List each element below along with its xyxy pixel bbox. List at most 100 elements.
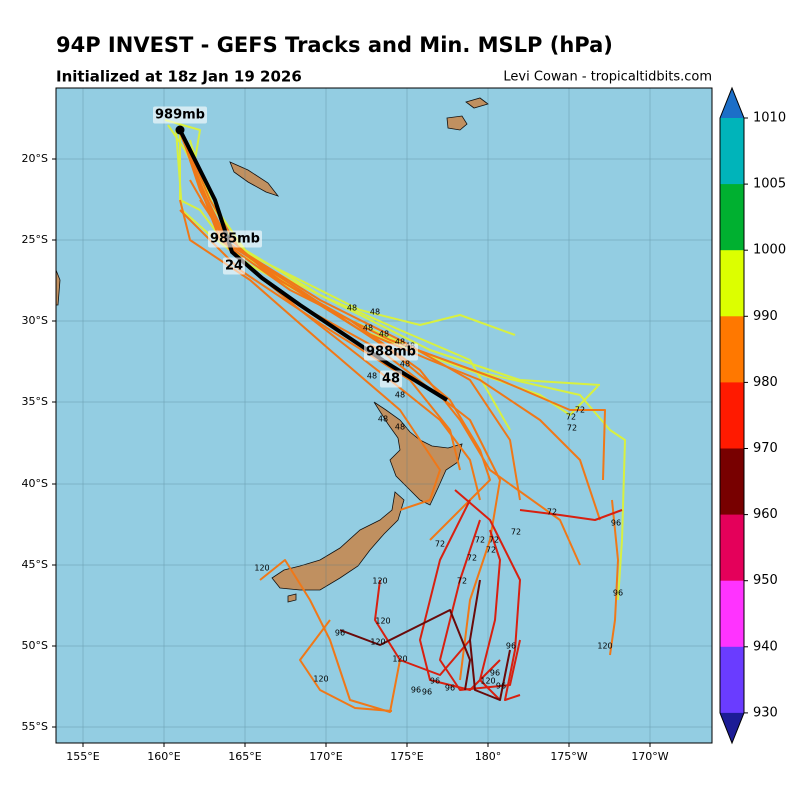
annotation-box: [364, 343, 418, 361]
ensemble-track: [439, 519, 521, 691]
track-hour-label: 72: [467, 554, 477, 563]
pressure-annotation: 988mb: [366, 345, 416, 360]
colorbar-label: 940: [753, 639, 778, 654]
track-hour-label: 72: [566, 413, 576, 422]
y-tick-label: 55°S: [22, 720, 48, 733]
colorbar-arrow-top: [720, 88, 744, 118]
pressure-annotation: 985mb: [210, 232, 260, 247]
track-hour-label: 48: [395, 338, 405, 347]
ensemble-track: [259, 559, 401, 713]
track-hour-label: 72: [575, 406, 585, 415]
y-tick-label: 50°S: [22, 639, 48, 652]
colorbar-segment: [720, 646, 744, 714]
ensemble-track: [479, 529, 501, 701]
colorbar-segment: [720, 580, 744, 648]
track-hour-label: 120: [392, 655, 407, 664]
y-tick-label: 30°S: [22, 314, 48, 327]
track-hour-label: 96: [411, 686, 421, 695]
colorbar-label: 980: [753, 375, 778, 390]
y-tick-label: 35°S: [22, 395, 48, 408]
track-hour-label: 96: [611, 519, 621, 528]
subtitle: Initialized at 18z Jan 19 2026: [56, 68, 302, 86]
colorbar-label: 1010: [753, 111, 786, 126]
y-tick-label: 25°S: [22, 233, 48, 246]
annotation-box: [222, 257, 246, 275]
credit: Levi Cowan - tropicaltidbits.com: [503, 70, 712, 85]
track-hour-label: 96: [422, 688, 432, 697]
track-hour-label: 48: [367, 372, 377, 381]
ensemble-track: [454, 489, 521, 701]
start-point: [175, 125, 185, 135]
colorbar-label: 990: [753, 309, 778, 324]
track-hour-label: 72: [489, 536, 499, 545]
track-hour-label: 120: [480, 677, 495, 686]
track-hour-label: 48: [378, 415, 388, 424]
ensemble-track: [179, 199, 441, 511]
map: 4848484848484848484848727272727272727272…: [56, 88, 712, 743]
track-hour-label: 120: [254, 564, 269, 573]
colorbar-segment: [720, 448, 744, 516]
x-tick-label: 170°W: [631, 750, 668, 763]
annotation-box: [153, 106, 207, 124]
y-tick-label: 45°S: [22, 558, 48, 571]
colorbar-arrow-bottom: [720, 712, 744, 743]
track-hour-label: 48: [379, 330, 389, 339]
y-tick-label: 40°S: [22, 477, 48, 490]
annotation-box: [208, 230, 262, 248]
track-hour-label: 72: [457, 577, 467, 586]
track-hour-label: 72: [511, 528, 521, 537]
ensemble-track: [374, 579, 471, 676]
map-frame: [55, 87, 713, 744]
ensemble-track: [469, 579, 511, 701]
track-hour-label: 48: [395, 423, 405, 432]
axis-labels: 155°E 160°E 165°E 170°E 175°E 180° 175°W 170°W 2…: [22, 152, 669, 763]
land: [56, 97, 489, 603]
x-tick-label: 170°E: [309, 750, 342, 763]
x-tick-label: 160°E: [147, 750, 180, 763]
colorbar-label: 930: [753, 705, 778, 720]
x-tick-label: 175°E: [390, 750, 423, 763]
title: 94P INVEST - GEFS Tracks and Min. MSLP (…: [56, 33, 613, 57]
colorbar-label: 1000: [753, 243, 786, 258]
pressure-annotation: 48: [382, 372, 400, 387]
ensemble-track: [519, 509, 623, 521]
colorbar-segment: [720, 382, 744, 449]
x-tick-label: 175°W: [550, 750, 587, 763]
track-hour-label: 48: [400, 360, 410, 369]
track-hour-label: 48: [370, 308, 380, 317]
colorbar-label: 960: [753, 507, 778, 522]
pressure-annotation: 989mb: [155, 108, 205, 123]
x-tick-label: 165°E: [228, 750, 261, 763]
x-tick-label: 155°E: [66, 750, 99, 763]
colorbar-segment: [720, 184, 744, 251]
track-hour-label: 96: [506, 642, 516, 651]
track-hour-label: 72: [475, 536, 485, 545]
track-hour-label: 96: [490, 669, 500, 678]
track-hour-label: 72: [486, 546, 496, 555]
colorbar: 1010 1005 1000 990 980 970 960 950 940 930: [719, 86, 786, 745]
track-hour-label: 72: [547, 508, 557, 517]
colorbar-segment: [720, 118, 744, 185]
track-hour-label: 48: [395, 391, 405, 400]
ensemble-track: [184, 139, 521, 501]
track-hour-label: 120: [372, 577, 387, 586]
track-hour-label: 96: [496, 682, 506, 691]
track-labels: 4848484848484848484848727272727272727272…: [254, 304, 623, 697]
track-hour-label: 48: [347, 304, 357, 313]
track-hour-label: 120: [313, 675, 328, 684]
colorbar-label: 970: [753, 441, 778, 456]
colorbar-segment: [720, 250, 744, 317]
colorbar-label: 1005: [753, 177, 786, 192]
track-hour-label: 48: [363, 324, 373, 333]
colorbar-segment: [720, 514, 744, 582]
track-hour-label: 96: [335, 629, 345, 638]
colorbar-segment: [720, 316, 744, 383]
track-hour-label: 72: [567, 424, 577, 433]
track-hour-label: 96: [430, 677, 440, 686]
track-hour-label: 72: [435, 540, 445, 549]
mean-track: [178, 129, 449, 402]
ensemble-track: [299, 619, 393, 712]
graticule: [56, 88, 712, 743]
